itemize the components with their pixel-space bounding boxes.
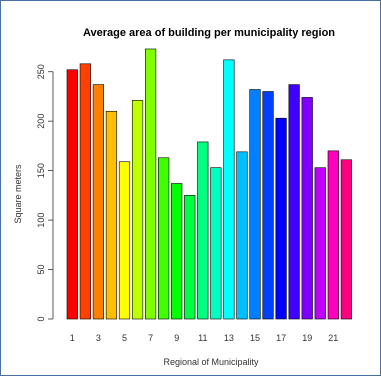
bar-region-14 (236, 151, 248, 320)
bars-group (66, 48, 352, 320)
bar-region-9 (171, 183, 183, 320)
bar-region-8 (158, 157, 170, 320)
y-tick-label: 50 (36, 265, 46, 275)
chart-title: Average area of building per municipalit… (83, 27, 335, 39)
bar-region-20 (314, 167, 326, 320)
bar-region-15 (249, 89, 261, 320)
x-tick-label: 11 (198, 333, 207, 343)
x-tick-label: 7 (148, 333, 153, 343)
bar-region-11 (197, 141, 209, 320)
x-axis-label: Regional of Municipality (163, 357, 259, 367)
y-axis: 0 50 100 150 200 250 (36, 64, 54, 322)
y-tick-label: 100 (36, 213, 46, 228)
bar-region-19 (301, 97, 313, 320)
x-tick-label: 15 (250, 333, 260, 343)
x-tick-label: 5 (122, 333, 127, 343)
bar-region-13 (223, 59, 235, 320)
x-tick-label: 1 (70, 333, 75, 343)
y-tick-label: 150 (36, 163, 46, 178)
x-tick-label: 17 (276, 333, 286, 343)
x-tick-label: 21 (328, 333, 338, 343)
x-tick-label: 13 (224, 333, 234, 343)
bar-region-2 (79, 63, 91, 320)
x-tick-label: 9 (174, 333, 179, 343)
x-tick-label: 19 (302, 333, 312, 343)
y-tick-label: 0 (36, 316, 46, 321)
bar-region-5 (118, 161, 131, 320)
bar-region-16 (262, 91, 274, 320)
y-tick-label: 250 (36, 64, 46, 79)
y-tick-label: 200 (36, 114, 46, 129)
bar-region-7 (145, 48, 157, 320)
bar-region-4 (105, 110, 118, 320)
bar-region-22 (340, 159, 352, 320)
x-tick-label: 3 (96, 333, 101, 343)
bar-region-17 (275, 117, 287, 320)
bar-region-3 (92, 84, 104, 320)
bar-region-6 (131, 100, 144, 320)
y-axis-label: Square meters (13, 164, 23, 224)
bar-region-12 (210, 167, 222, 320)
bar-region-21 (327, 150, 339, 320)
bar-region-1 (66, 69, 78, 320)
bar-region-10 (184, 195, 196, 320)
x-axis-ticks: 1 3 5 7 9 11 13 15 17 19 21 (70, 333, 339, 343)
bar-region-18 (288, 84, 300, 320)
